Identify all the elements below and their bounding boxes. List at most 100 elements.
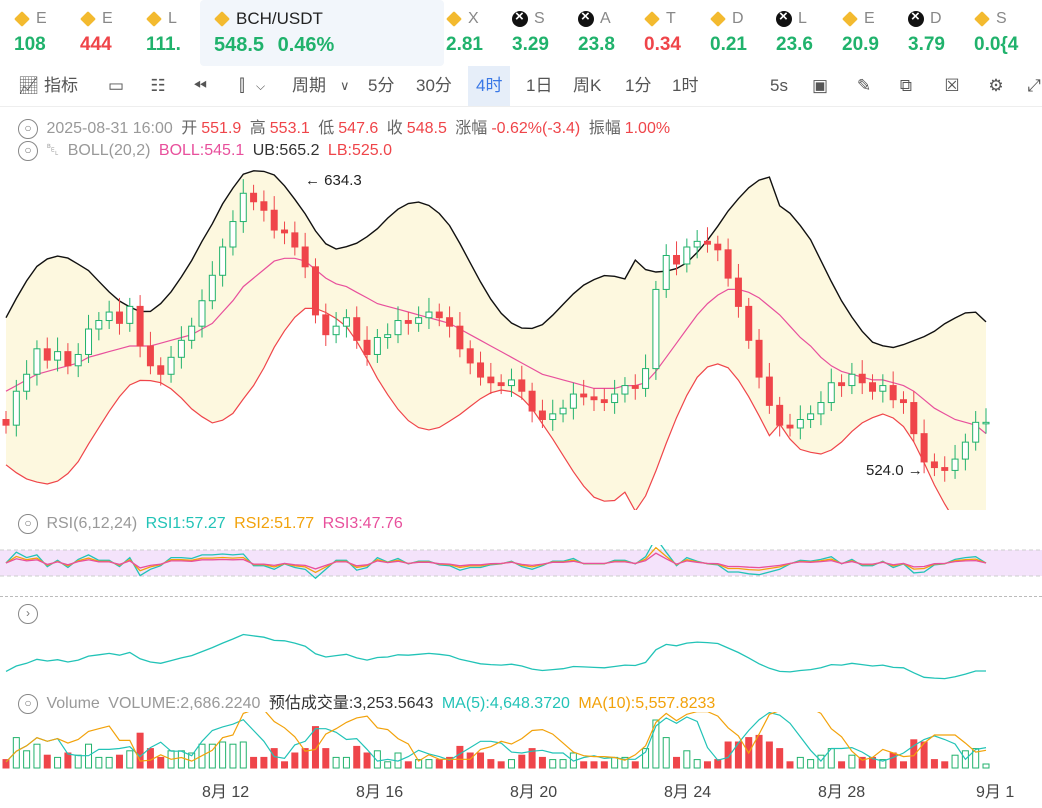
x-icon bbox=[578, 8, 594, 27]
ticker-symbol: BCH/USDT bbox=[236, 9, 323, 28]
ticker-6[interactable]: A 23.8 bbox=[578, 6, 622, 62]
pane-divider[interactable] bbox=[0, 596, 1042, 597]
camera-icon[interactable]: ▣ bbox=[811, 76, 829, 95]
chevron-right-icon[interactable]: › bbox=[18, 604, 38, 624]
ticker-8[interactable]: D 0.21 bbox=[710, 6, 752, 62]
tab-1h[interactable]: 1时 bbox=[672, 76, 699, 95]
candle-body bbox=[528, 390, 536, 412]
fullscreen-icon[interactable]: ⤢ bbox=[1027, 76, 1041, 95]
volume-bar bbox=[384, 761, 392, 769]
candle-body bbox=[714, 243, 722, 251]
period-dropdown[interactable]: 周期 bbox=[292, 76, 326, 95]
price-chart[interactable]: ← 634.3 524.0 → bbox=[0, 165, 1042, 510]
ticker-9[interactable]: L 23.6 bbox=[776, 6, 820, 62]
x-axis-label: 8月 12 bbox=[202, 784, 250, 801]
chevron-down-icon[interactable]: ⌵ bbox=[256, 79, 266, 93]
settings-icon[interactable]: ⚙ bbox=[988, 76, 1004, 95]
volume-bar bbox=[115, 754, 123, 769]
volume-bar bbox=[23, 750, 31, 769]
indicator-chart-icon[interactable]: 📈︎ bbox=[18, 76, 40, 95]
tab-1d[interactable]: 1日 bbox=[526, 76, 553, 95]
ticker-5[interactable]: S 3.29 bbox=[512, 6, 556, 62]
briefcase-icon[interactable]: ▭ bbox=[107, 76, 125, 95]
candle-body bbox=[786, 424, 794, 429]
ticker-symbol: S bbox=[996, 10, 1007, 27]
candle-body bbox=[311, 266, 319, 316]
ticker-1[interactable]: E 444 bbox=[80, 6, 122, 62]
candle-body bbox=[941, 467, 949, 471]
eye-icon[interactable]: ○ bbox=[18, 118, 38, 139]
x-icon bbox=[776, 8, 792, 27]
volume-bar bbox=[260, 756, 268, 769]
tab-5m[interactable]: 5分 bbox=[368, 76, 395, 95]
tab-4h[interactable]: 4时 bbox=[468, 66, 511, 106]
pencil-icon[interactable]: ✎ bbox=[856, 76, 872, 95]
volume-bar bbox=[177, 750, 185, 769]
candle-body bbox=[982, 421, 990, 425]
rsi-info: ○ RSI(6,12,24) RSI1:57.27 RSI2:51.77 RSI… bbox=[18, 514, 407, 534]
ticker-7[interactable]: T 0.34 bbox=[644, 6, 686, 62]
candle-body bbox=[734, 277, 742, 307]
ticker-price: 23.6 bbox=[776, 34, 813, 55]
tab-1w[interactable]: 周K bbox=[573, 76, 602, 95]
ticker-4[interactable]: X 2.81 bbox=[446, 6, 486, 62]
candle-body bbox=[177, 339, 185, 358]
candle-body bbox=[590, 396, 598, 401]
eye-icon[interactable]: ○ bbox=[18, 141, 38, 161]
ticker-0[interactable]: E 108 bbox=[14, 6, 54, 62]
bell-icon[interactable]: ␇ bbox=[46, 142, 60, 160]
volume-bar bbox=[270, 748, 278, 769]
volume-bar bbox=[497, 761, 505, 769]
ticker-3[interactable]: BCH/USDT 548.5 0.46% bbox=[200, 0, 444, 66]
ticker-11[interactable]: D 3.79 bbox=[908, 6, 952, 62]
candle-body bbox=[724, 249, 732, 279]
ticker-symbol: X bbox=[468, 10, 479, 27]
candle-body bbox=[373, 337, 381, 355]
volume-bar bbox=[477, 752, 485, 769]
rsi3-line bbox=[5, 552, 987, 570]
refresh-interval[interactable]: 5s bbox=[770, 76, 788, 95]
rsi-chart[interactable] bbox=[0, 545, 1042, 595]
tab-30m[interactable]: 30分 bbox=[416, 76, 452, 95]
volume-chart[interactable] bbox=[0, 712, 1042, 770]
volume-bar bbox=[507, 759, 515, 769]
volume-bar bbox=[2, 759, 10, 769]
candle-body bbox=[807, 413, 815, 421]
bollinger-band-fill bbox=[6, 170, 986, 510]
candle-type-icon[interactable]: ⫿ bbox=[239, 76, 245, 95]
candle-body bbox=[64, 351, 72, 367]
candle-body bbox=[930, 461, 938, 469]
hide-drawings-icon[interactable]: ☒ bbox=[944, 76, 960, 95]
eye-icon[interactable]: ○ bbox=[18, 514, 38, 534]
ticker-price: 108 bbox=[14, 34, 46, 55]
volume-bar bbox=[796, 756, 804, 769]
bnb-icon bbox=[214, 11, 230, 27]
replay-icon[interactable]: ⏪︎ bbox=[193, 76, 207, 95]
candle-body bbox=[188, 325, 196, 341]
x-icon bbox=[512, 8, 528, 27]
volume-bar bbox=[373, 750, 381, 769]
add-layout-icon[interactable]: ⧉ bbox=[899, 76, 913, 95]
volume-bar bbox=[776, 748, 784, 769]
eye-icon[interactable]: ○ bbox=[18, 693, 38, 714]
ticker-price: 548.5 bbox=[214, 34, 265, 56]
ticker-12[interactable]: S 0.0{4 bbox=[974, 6, 1024, 62]
ticker-symbol: D bbox=[732, 10, 744, 27]
candle-body bbox=[425, 311, 433, 319]
boll-upper-line bbox=[5, 170, 987, 349]
candle-body bbox=[353, 317, 361, 341]
ticker-10[interactable]: E 20.9 bbox=[842, 6, 886, 62]
period-chevron-down-icon[interactable]: ∨ bbox=[340, 78, 350, 93]
volume-bar bbox=[311, 726, 319, 769]
boll-info: ○ ␇ BOLL(20,2) BOLL:545.1 UB:565.2 LB:52… bbox=[18, 141, 396, 161]
boll-mid-line bbox=[5, 257, 987, 435]
candle-body bbox=[910, 402, 918, 435]
bnb-icon bbox=[974, 11, 990, 27]
indicators-button[interactable]: 指标 bbox=[44, 76, 78, 95]
ticker-symbol: E bbox=[102, 10, 113, 27]
layout-icon[interactable]: ☷ bbox=[150, 76, 166, 95]
candle-body bbox=[384, 334, 392, 339]
tab-1m[interactable]: 1分 bbox=[625, 76, 652, 95]
indicator-line-chart[interactable] bbox=[0, 625, 1042, 685]
ticker-2[interactable]: L 111. bbox=[146, 6, 188, 62]
